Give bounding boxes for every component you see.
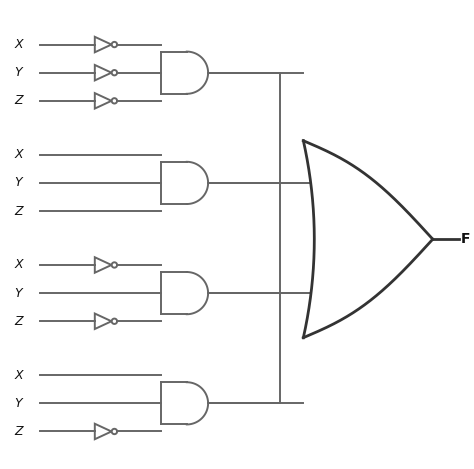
Text: Z: Z (14, 94, 23, 107)
Text: X: X (14, 148, 23, 161)
Text: X: X (14, 369, 23, 382)
Text: Y: Y (14, 397, 22, 410)
Text: Z: Z (14, 204, 23, 218)
Text: Y: Y (14, 176, 22, 189)
Text: X: X (14, 258, 23, 272)
Text: X: X (14, 38, 23, 51)
Text: F: F (461, 232, 471, 246)
Text: Z: Z (14, 425, 23, 438)
Text: Z: Z (14, 315, 23, 328)
Text: Y: Y (14, 287, 22, 300)
Text: Y: Y (14, 66, 22, 79)
